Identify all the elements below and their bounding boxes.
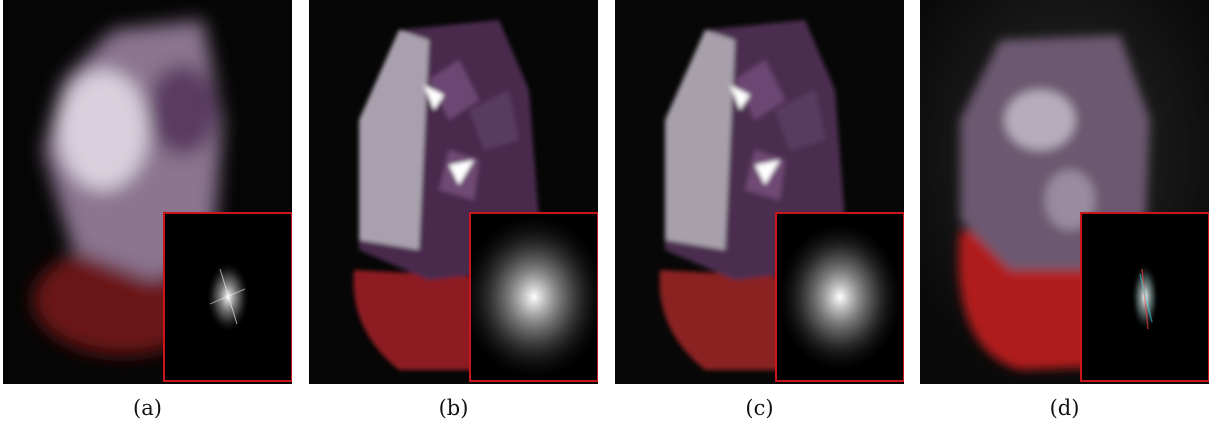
amethyst-photo-deblurred bbox=[920, 0, 1209, 384]
fourier-spectrum-inset bbox=[775, 212, 904, 382]
caption-d: (d) bbox=[1049, 396, 1080, 420]
caption-b: (b) bbox=[438, 396, 469, 420]
caption-c: (c) bbox=[745, 396, 774, 420]
fourier-spectrum-inset bbox=[1080, 212, 1209, 382]
amethyst-photo-sharp bbox=[309, 0, 598, 384]
amethyst-photo-restored bbox=[615, 0, 904, 384]
fourier-spectrum-inset bbox=[163, 212, 292, 382]
caption-a: (a) bbox=[133, 396, 162, 420]
fourier-spectrum-inset bbox=[469, 212, 598, 382]
amethyst-photo-blurred bbox=[3, 0, 292, 384]
